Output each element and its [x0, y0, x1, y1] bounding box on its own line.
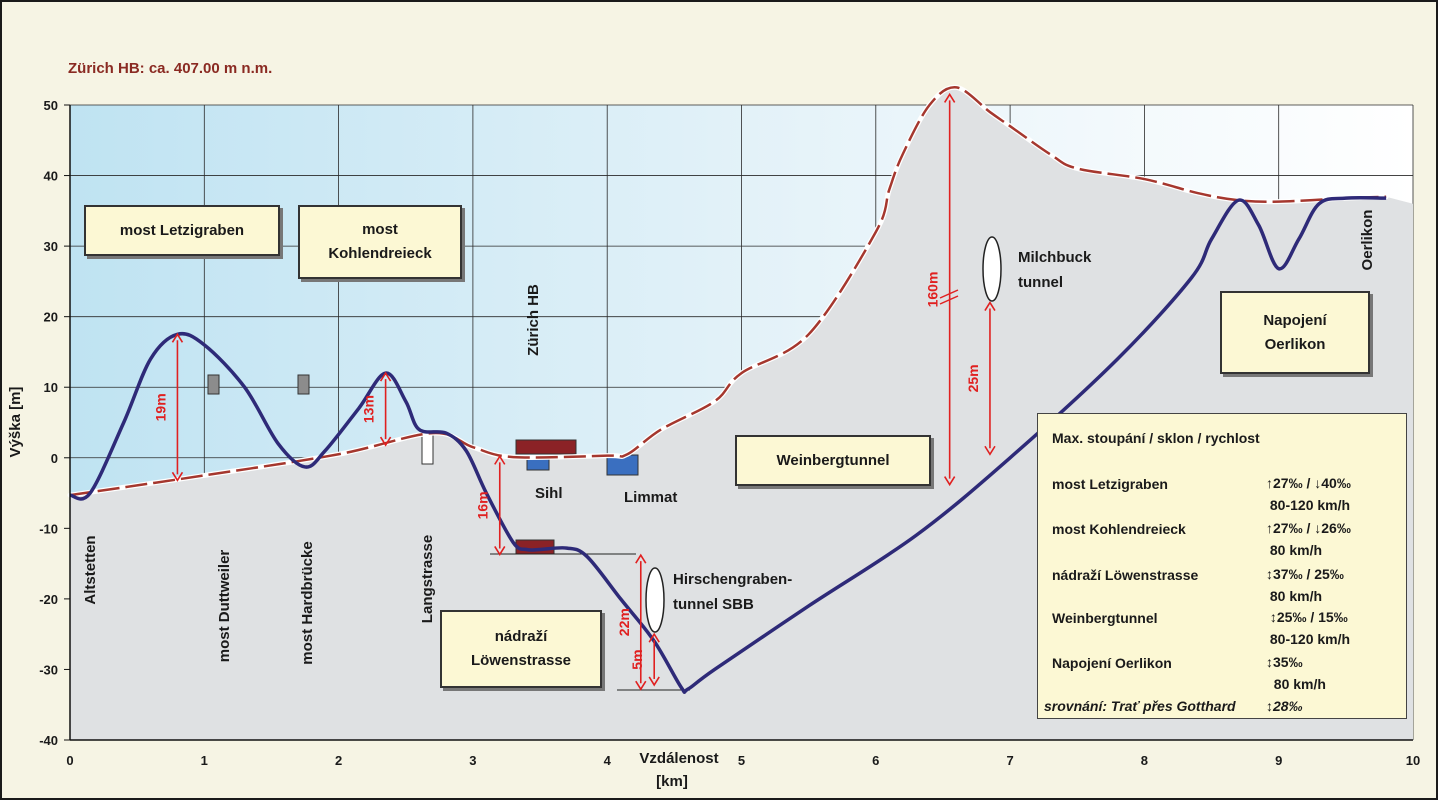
x-tick-label: 4: [604, 753, 612, 768]
arrow-down-icon: [984, 445, 996, 456]
chart-header: Zürich HB: ca. 407.00 m n.m.: [68, 60, 273, 77]
axes: 0 1 2 3 4 5 6 7 8 9 10 50 40 30 20 10 0 -10 -20 -30 -40 Výška…: [7, 98, 1420, 790]
arrow-up-icon: [984, 301, 996, 311]
legend-comparison: srovnání: Trať přes Gotthard: [1044, 698, 1236, 714]
terrain-line: [69, 86, 1387, 497]
measure-label: 19m: [152, 393, 168, 421]
y-tick-label: 40: [44, 169, 58, 184]
arrow-up-icon: [171, 332, 184, 343]
measure-label: 16m: [475, 491, 491, 519]
place-limmat: Limmat: [624, 489, 677, 506]
box-most-kohlendreieck: most Kohlendreieck: [298, 205, 462, 279]
y-axis-title: Výška [m]: [7, 387, 24, 458]
arrow-down-icon: [494, 546, 506, 556]
tunnel-hirschengraben-label: Hirschengraben-: [673, 571, 792, 588]
station-lowenstrasse-icon: [515, 539, 555, 555]
arrow-down-icon: [171, 471, 184, 482]
legend-row-name: Napojení Oerlikon: [1052, 655, 1172, 671]
y-tick-label: -20: [39, 592, 58, 607]
x-tick-label: 3: [469, 753, 476, 768]
measure-label: 13m: [361, 395, 377, 423]
y-tick-label: 20: [44, 310, 58, 325]
x-axis-title: Vzdálenost: [639, 750, 718, 767]
x-tick-label: 7: [1006, 753, 1013, 768]
arrow-up-icon: [379, 371, 392, 382]
legend-row-value: ↑27‰ / ↓40‰ 80-120 km/h: [1266, 475, 1351, 513]
place-sihl: Sihl: [535, 485, 563, 502]
x-tick-label: 10: [1406, 753, 1420, 768]
legend-row-name: most Kohlendreieck: [1052, 521, 1186, 537]
box-most-letzigraben: most Letzigraben: [84, 205, 280, 256]
legend-row-name: Weinbergtunnel: [1052, 610, 1158, 626]
legend-row-value: ↕37‰ / 25‰ 80 km/h: [1266, 566, 1344, 604]
x-tick-label: 0: [66, 753, 73, 768]
legend-row-value: ↕35‰ 80 km/h: [1266, 654, 1326, 692]
break-mark: [939, 289, 959, 299]
measurements: 19m 13m 16m 22m 5m 160m 25m: [152, 92, 996, 691]
place-labels: Altstetten most Duttweiler most Hardbrücke…: [82, 210, 1376, 665]
arrow-down-icon: [943, 476, 956, 487]
legend-row-name: most Letzigraben: [1052, 476, 1168, 492]
series-lines: [67, 84, 1389, 694]
box-nadrazi-lowenstrasse: nádraží Löwenstrasse: [440, 610, 602, 688]
y-tick-label: -30: [39, 662, 58, 677]
place-oerlikon: Oerlikon: [1359, 210, 1376, 271]
legend-comparison-value: ↕28‰: [1266, 698, 1303, 714]
break-mark: [939, 295, 959, 305]
legend-row-name: nádraží Löwenstrasse: [1052, 567, 1199, 583]
track-line: [69, 195, 1387, 694]
tunnel-milchbuck-label: Milchbuck: [1018, 249, 1092, 266]
arrow-down-icon: [379, 436, 392, 447]
place-most-hardbrucke: most Hardbrücke: [299, 541, 316, 664]
tunnel-milchbuck-icon: [982, 236, 1002, 302]
measure-label: 22m: [616, 608, 632, 636]
arrow-up-icon: [494, 454, 506, 465]
place-zurich-hb: Zürich HB: [525, 284, 542, 356]
tunnel-milchbuck-label: tunnel: [1018, 274, 1063, 291]
legend-row-value: ↕25‰ / 15‰ 80-120 km/h: [1269, 609, 1351, 647]
measure-label: 160m: [925, 272, 941, 308]
station-zurich-hb-icon: [515, 439, 577, 455]
y-tick-label: 30: [44, 239, 58, 254]
arrow-up-icon: [943, 92, 956, 103]
x-tick-label: 5: [738, 753, 745, 768]
measure-label: 5m: [629, 649, 645, 669]
place-langstrasse: Langstrasse: [419, 535, 436, 623]
tunnel-hirschengraben-icon: [645, 567, 665, 633]
arrow-down-icon: [648, 676, 660, 687]
y-tick-label: 50: [44, 98, 58, 113]
pillar-icon: [207, 374, 220, 395]
measure-label: 25m: [965, 364, 981, 392]
arrow-up-icon: [635, 553, 647, 564]
x-tick-label: 1: [201, 753, 208, 768]
legend-title: Max. stoupání / sklon / rychlost: [1052, 430, 1260, 446]
x-axis-unit: [km]: [656, 773, 688, 790]
y-tick-label: -10: [39, 521, 58, 536]
pillar-icon: [297, 374, 310, 395]
x-tick-label: 9: [1275, 753, 1282, 768]
x-tick-label: 2: [335, 753, 342, 768]
y-tick-label: 10: [44, 380, 58, 395]
y-tick-label: -40: [39, 733, 58, 748]
legend-panel: Max. stoupání / sklon / rychlost most Le…: [1037, 413, 1407, 719]
station-langstrasse-icon: [421, 434, 434, 465]
tunnel-hirschengraben-label: tunnel SBB: [673, 596, 754, 613]
box-napojeni-oerlikon: Napojení Oerlikon: [1220, 291, 1370, 374]
arrow-up-icon: [648, 632, 660, 643]
place-altstetten: Altstetten: [82, 535, 99, 604]
box-weinbergtunnel: Weinbergtunnel: [735, 435, 931, 486]
legend-row-value: ↑27‰ / ↓26‰ 80 km/h: [1266, 520, 1351, 558]
arrow-down-icon: [635, 680, 647, 691]
x-tick-label: 8: [1141, 753, 1148, 768]
place-most-duttweiler: most Duttweiler: [216, 550, 233, 663]
y-tick-label: 0: [51, 451, 58, 466]
x-tick-label: 6: [872, 753, 879, 768]
